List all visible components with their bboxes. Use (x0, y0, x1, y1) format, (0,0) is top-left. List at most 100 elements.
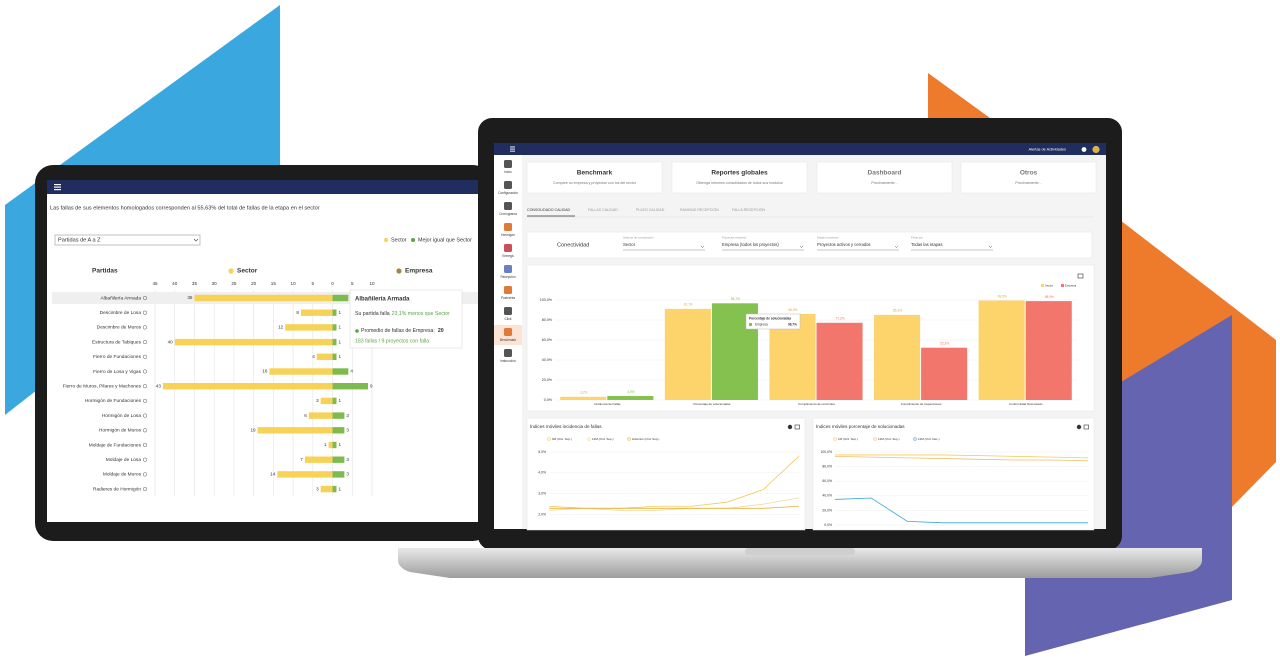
legend-marker (547, 437, 551, 441)
legend-dot (411, 238, 415, 242)
comparison-value: 23,1% menos que Sector (392, 311, 451, 317)
sidebar-icon[interactable] (504, 223, 512, 231)
category-label: Albañilería Armada (100, 295, 141, 301)
bar (816, 322, 863, 400)
value-label: 4,0% (627, 390, 634, 394)
filter-caption: Filtrar por (911, 236, 923, 240)
y-tick-label: 80,0% (542, 318, 553, 322)
card[interactable] (526, 161, 663, 194)
y-tick-label: 0,0% (544, 398, 553, 402)
category-label: Hormigón de Losa (102, 413, 142, 419)
export-icon[interactable] (1083, 424, 1089, 430)
filter-value[interactable]: Proyectos activos y cerrados (817, 242, 871, 247)
empresa-bar (332, 456, 345, 463)
card[interactable] (671, 161, 808, 194)
value-label: 99,5% (998, 294, 1007, 298)
sector-value-label: 40 (168, 339, 174, 344)
info-icon[interactable] (142, 398, 148, 403)
empresa-bar (332, 412, 345, 419)
export-icon[interactable] (1077, 273, 1084, 279)
info-icon[interactable] (787, 424, 793, 430)
avatar[interactable] (1092, 145, 1100, 154)
sidebar-icon[interactable] (504, 265, 512, 273)
intro-text: Las fallas de sus elementos homologados … (50, 205, 320, 211)
sidebar-icon[interactable] (504, 286, 512, 294)
bar (1025, 301, 1072, 400)
sidebar-icon[interactable] (504, 181, 512, 189)
card[interactable] (816, 161, 953, 194)
info-icon[interactable] (142, 487, 148, 492)
y-tick-label: 4,0% (538, 471, 546, 475)
filter-value[interactable]: Todas las etapas (911, 242, 942, 247)
value-label: 98,9% (1045, 295, 1054, 299)
info-icon[interactable] (142, 413, 148, 418)
tab[interactable]: RANKING RECEPCIÓN (680, 207, 719, 212)
info-icon[interactable] (142, 369, 148, 374)
filter-value[interactable]: Sector (623, 242, 636, 247)
sidebar-label[interactable]: Postventa (501, 296, 515, 300)
sidebar-icon[interactable] (504, 160, 512, 168)
sidebar-icon[interactable] (504, 202, 512, 210)
empresa-bar (332, 353, 337, 360)
info-icon[interactable] (142, 310, 148, 315)
sidebar-label[interactable]: Entrega (502, 254, 513, 258)
card-subtitle: Próximamente... (871, 181, 897, 185)
info-icon[interactable] (142, 384, 148, 389)
sort-select[interactable] (54, 234, 201, 246)
bar (607, 396, 654, 400)
sector-bar (277, 471, 333, 478)
legend-label: Sector (391, 237, 407, 243)
menu-icon[interactable] (54, 184, 61, 191)
sidebar-items: Inicio Configuración Cronograma Hormigón Ent… (494, 160, 522, 363)
x-tick-label: 10 (369, 281, 375, 286)
bar-tooltip-value: 96,7% (788, 323, 797, 327)
sector-bar (285, 324, 333, 331)
info-icon[interactable] (142, 325, 148, 330)
info-icon[interactable] (142, 472, 148, 477)
sidebar-label[interactable]: Configuración (498, 191, 518, 195)
category-label: Moldaje de Losa (106, 457, 142, 463)
filter-value[interactable]: Empresa (todos los proyectos) (722, 242, 779, 247)
sidebar-label[interactable]: Hormigón (501, 233, 515, 237)
bell-icon[interactable] (1081, 147, 1087, 152)
empresa-value-label: 1 (338, 339, 341, 344)
sidebar-label[interactable]: Click (505, 317, 512, 321)
y-tick-label: 40,0% (822, 494, 832, 498)
info-icon[interactable] (142, 428, 148, 433)
x-tick-label: 5 (351, 281, 354, 286)
tab[interactable]: FALLAS CALIDAD (588, 208, 618, 212)
info-icon[interactable] (142, 354, 148, 359)
export-icon[interactable] (794, 424, 800, 430)
tablet-topbar (47, 180, 487, 194)
tab[interactable]: FALLA RECEPCIÓN (732, 207, 765, 212)
empresa-bar (332, 441, 337, 449)
sidebar-label[interactable]: Cronograma (499, 212, 517, 216)
y-tick-label: 3,0% (538, 492, 546, 496)
line-panel (526, 417, 806, 531)
header-user[interactable]: Alertas de Actividades (1029, 148, 1066, 152)
info-icon[interactable] (1076, 424, 1082, 430)
filter-caret (799, 245, 804, 248)
menu-icon[interactable] (510, 146, 515, 152)
empresa-bar (332, 294, 349, 302)
card[interactable] (960, 161, 1097, 194)
sector-bar (257, 427, 333, 434)
sidebar-icon[interactable] (504, 349, 512, 357)
sidebar-icon[interactable] (504, 307, 512, 315)
sidebar-label[interactable]: Recepción (500, 275, 515, 279)
sidebar-icon[interactable] (504, 328, 512, 336)
info-icon[interactable] (142, 442, 148, 448)
sector-bar (320, 485, 333, 493)
sector-bar (269, 368, 333, 375)
sidebar-label[interactable]: Inicio (504, 170, 512, 174)
tab[interactable]: PLAZO CALIDAD (636, 208, 665, 212)
sidebar-icon[interactable] (504, 244, 512, 252)
x-tick-label: 35 (192, 281, 198, 286)
sidebar-label[interactable]: Benchmark (500, 338, 517, 342)
info-icon[interactable] (142, 295, 148, 301)
card-title: Otros (1020, 170, 1038, 177)
info-icon[interactable] (142, 340, 148, 345)
sidebar-label[interactable]: Instrucción (500, 359, 516, 363)
tab[interactable]: CONSOLIDADO CALIDAD (527, 208, 571, 212)
info-icon[interactable] (142, 457, 148, 462)
